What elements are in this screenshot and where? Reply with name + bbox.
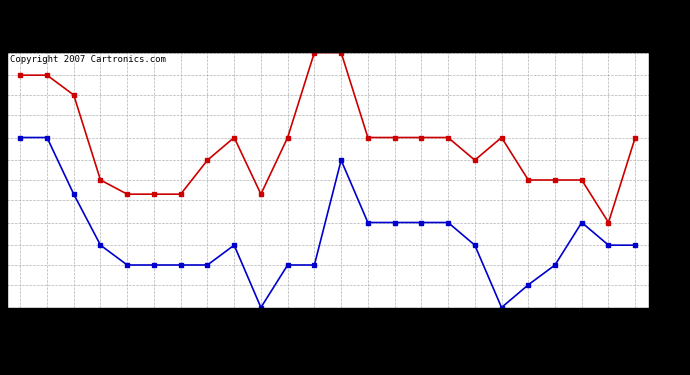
Text: Outdoor Temperature (vs) Wind Chill (Last 24 Hours) 20070425: Outdoor Temperature (vs) Wind Chill (Las…	[71, 15, 619, 30]
Text: Copyright 2007 Cartronics.com: Copyright 2007 Cartronics.com	[10, 55, 166, 64]
